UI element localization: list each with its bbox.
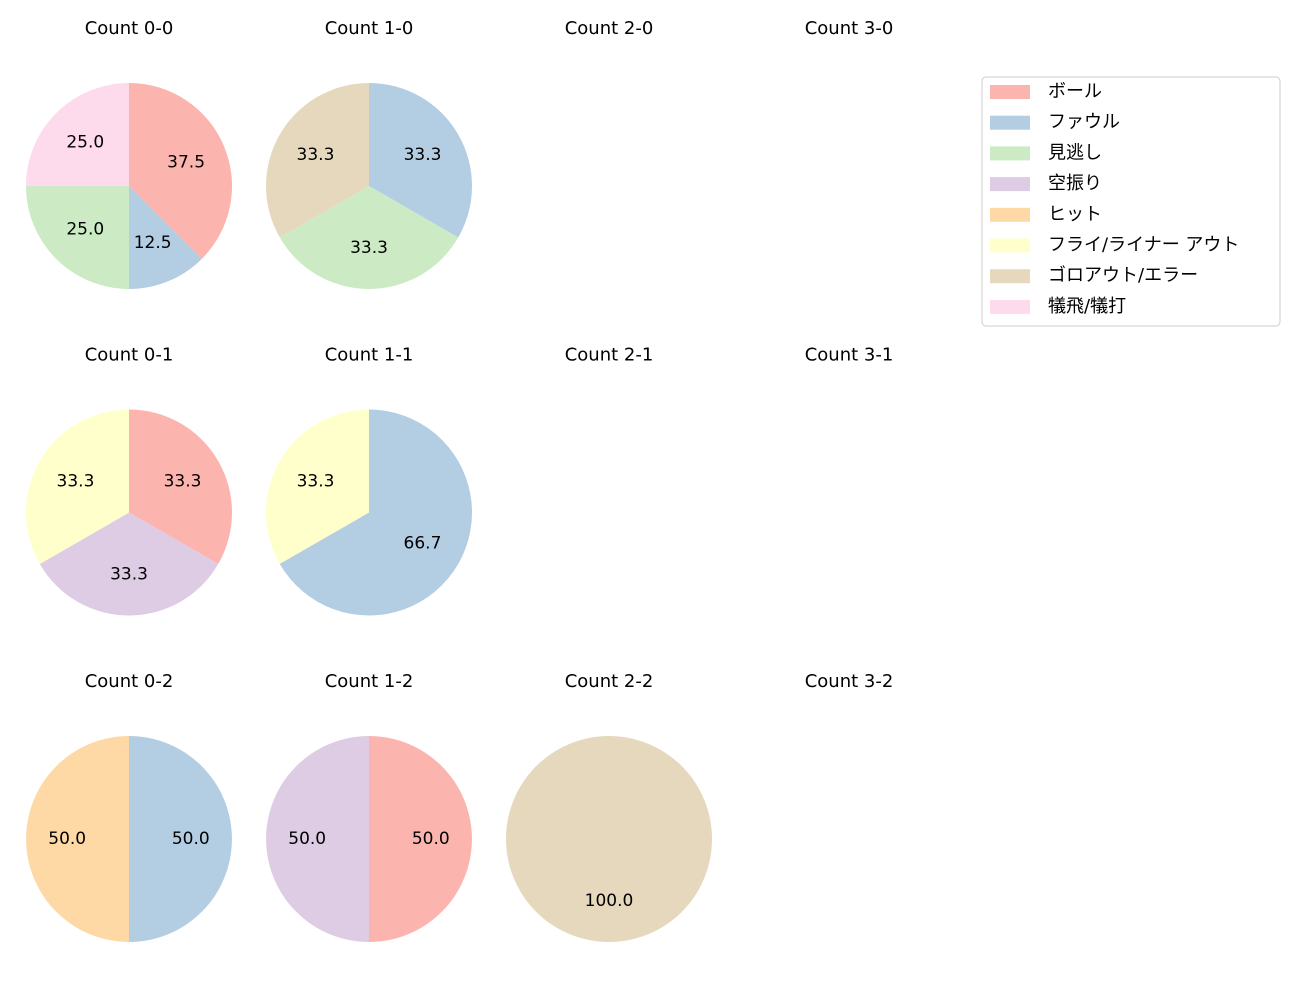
chart-title: Count 3-2 bbox=[805, 671, 894, 692]
pie-slice bbox=[266, 736, 369, 942]
slice-label: 33.3 bbox=[164, 472, 202, 492]
legend-swatch bbox=[990, 207, 1030, 222]
chart-title: Count 0-0 bbox=[85, 18, 174, 39]
pie-slice bbox=[279, 409, 472, 616]
slice-label: 33.3 bbox=[110, 564, 148, 584]
legend-label: 犠飛/犠打 bbox=[1048, 296, 1126, 317]
legend-label: ファウル bbox=[1048, 112, 1120, 133]
slice-label: 66.7 bbox=[404, 533, 442, 553]
slice-label: 25.0 bbox=[66, 220, 104, 240]
slice-label: 33.3 bbox=[297, 145, 335, 165]
slice-label: 33.3 bbox=[404, 145, 442, 165]
chart-title: Count 1-1 bbox=[325, 345, 414, 366]
legend-label: フライ/ライナー アウト bbox=[1048, 235, 1239, 256]
legend-swatch bbox=[990, 177, 1030, 192]
legend-label: ヒット bbox=[1048, 204, 1102, 225]
chart-title: Count 2-0 bbox=[565, 18, 654, 39]
slice-label: 37.5 bbox=[167, 152, 205, 172]
pie-slice bbox=[26, 83, 129, 186]
chart-title: Count 1-0 bbox=[325, 18, 414, 39]
legend-swatch bbox=[990, 85, 1030, 99]
legend-swatch bbox=[990, 146, 1030, 161]
pie-slice bbox=[369, 736, 472, 942]
legend-label: ボール bbox=[1048, 81, 1102, 102]
slice-label: 100.0 bbox=[585, 891, 634, 911]
chart-title: Count 3-0 bbox=[805, 18, 894, 39]
pie-slice bbox=[369, 83, 472, 238]
legend-box bbox=[981, 76, 1281, 327]
legend-label: ゴロアウト/エラー bbox=[1048, 265, 1198, 286]
legend-swatch bbox=[990, 299, 1030, 314]
chart-title: Count 0-1 bbox=[85, 345, 174, 366]
slice-label: 12.5 bbox=[134, 233, 172, 253]
chart-title: Count 0-2 bbox=[85, 671, 174, 692]
legend-swatch bbox=[990, 115, 1030, 130]
chart-title: Count 2-2 bbox=[565, 671, 654, 692]
slice-label: 50.0 bbox=[172, 829, 210, 849]
slice-label: 33.3 bbox=[57, 472, 95, 492]
slice-label: 50.0 bbox=[288, 829, 326, 849]
pie-slice bbox=[129, 409, 232, 564]
pie-slice bbox=[26, 186, 129, 289]
chart-title: Count 3-1 bbox=[805, 345, 894, 366]
chart-title: Count 2-1 bbox=[565, 345, 654, 366]
slice-label: 33.3 bbox=[297, 472, 335, 492]
pie-slice bbox=[26, 736, 129, 942]
slice-label: 50.0 bbox=[48, 829, 86, 849]
legend-label: 空振り bbox=[1048, 173, 1102, 194]
chart-title: Count 1-2 bbox=[325, 671, 414, 692]
slice-label: 33.3 bbox=[350, 238, 388, 258]
legend-swatch bbox=[990, 269, 1030, 284]
legend-label: 見逃し bbox=[1048, 142, 1102, 163]
pie-slice bbox=[39, 512, 219, 616]
pie-slice bbox=[129, 186, 202, 289]
pie-slice bbox=[506, 736, 712, 942]
legend-swatch bbox=[990, 238, 1030, 253]
slice-label: 50.0 bbox=[412, 829, 450, 849]
pie-slice bbox=[129, 736, 232, 942]
pie-slice bbox=[266, 409, 369, 564]
slice-label: 25.0 bbox=[66, 132, 104, 152]
pie-slice bbox=[266, 83, 369, 238]
pie-slice bbox=[129, 83, 232, 259]
pie-slice bbox=[26, 409, 130, 564]
